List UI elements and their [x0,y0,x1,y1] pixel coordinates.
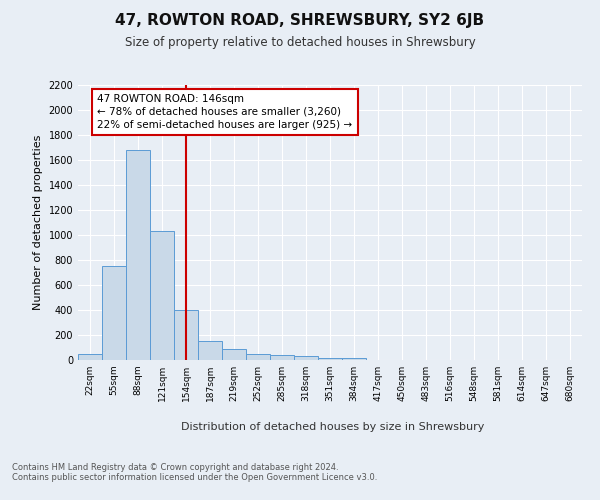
Bar [198,341,222,360]
Bar [126,150,150,360]
Bar [78,354,102,360]
Text: Contains HM Land Registry data © Crown copyright and database right 2024.
Contai: Contains HM Land Registry data © Crown c… [12,462,377,482]
Bar [222,350,246,360]
Bar [102,266,126,360]
Bar [294,356,318,360]
Bar [174,310,198,360]
Bar [246,354,270,360]
Bar [270,355,294,360]
Bar [150,231,174,360]
Bar [342,358,366,360]
Text: 47, ROWTON ROAD, SHREWSBURY, SY2 6JB: 47, ROWTON ROAD, SHREWSBURY, SY2 6JB [115,12,485,28]
Y-axis label: Number of detached properties: Number of detached properties [33,135,43,310]
Text: Distribution of detached houses by size in Shrewsbury: Distribution of detached houses by size … [181,422,485,432]
Text: Size of property relative to detached houses in Shrewsbury: Size of property relative to detached ho… [125,36,475,49]
Bar [318,358,342,360]
Text: 47 ROWTON ROAD: 146sqm
← 78% of detached houses are smaller (3,260)
22% of semi-: 47 ROWTON ROAD: 146sqm ← 78% of detached… [97,94,352,130]
